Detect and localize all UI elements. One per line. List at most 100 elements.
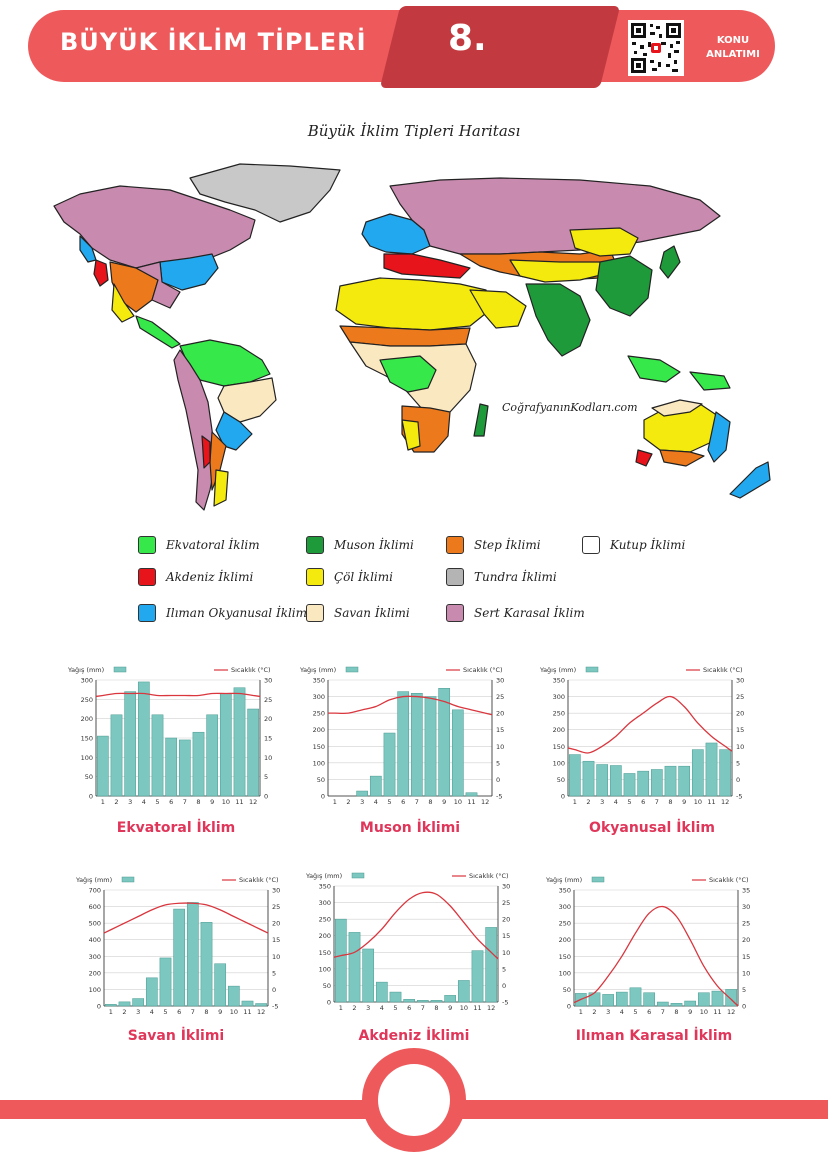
map-region-japan [659,245,681,279]
map-region-arabia-desert [469,289,527,329]
x-tick-label: 5 [393,1004,397,1012]
y2-tick-label: 20 [502,916,510,924]
bar-precip [362,948,375,1003]
legend-precip-swatch [121,876,135,883]
y-tick-label: 600 [89,903,101,911]
bar-precip [485,927,498,1003]
legend-item-col: Çöl İklimi [306,566,393,588]
x-tick-label: 1 [109,1008,113,1016]
x-tick-label: 7 [191,1008,195,1016]
map-region-na-west-oceanic [79,235,97,263]
y2-tick-label: 0 [736,776,740,784]
bar-precip [705,742,718,797]
y-tick-label: 50 [563,986,571,994]
legend-swatch [306,536,324,554]
chart-muson: Yağış (mm) Sıcaklık (°C)05010015020025030… [300,666,504,806]
map-region-south-asia-monsoon [525,283,591,357]
x-tick-label: 6 [169,798,173,806]
bar-precip [697,992,710,1007]
y-tick-label: 250 [319,916,331,924]
map-region-madagascar [473,403,489,437]
legend-item-kutup: Kutup İklimi [582,534,685,556]
y2-tick-label: -5 [736,793,742,801]
bar-precip [602,994,615,1007]
y2-tick-label: 25 [742,920,750,928]
map-region-europe-oceanic [361,213,431,255]
bar-precip [397,691,410,797]
map-region-east-asia-monsoon [595,255,653,317]
y2-tick-label: 10 [264,754,272,762]
header-banner [28,10,448,82]
konu-label: KONU ANLATIMI [698,34,768,62]
x-tick-label: 2 [114,798,118,806]
legend-label: Akdeniz İklimi [166,570,254,584]
bar-precip [104,1004,117,1007]
konu-line1: KONU [716,35,750,46]
x-tick-label: 7 [661,1008,665,1016]
header-number-panel [379,6,621,88]
x-tick-label: 10 [694,798,702,806]
chart-title-akdeniz: Akdeniz İklimi [358,1028,470,1044]
bar-precip [110,714,123,797]
y-tick-label: 150 [313,743,325,751]
bar-precip [643,992,656,1007]
bar-precip [165,737,178,797]
map-region-asia-desert [509,259,606,283]
y2-tick-label: 5 [742,986,746,994]
legend-precip-swatch [345,666,359,673]
temperature-line [95,692,261,698]
x-tick-label: 8 [668,798,672,806]
x-tick-label: 3 [366,1004,370,1012]
x-tick-label: 1 [339,1004,343,1012]
legend-precip-label: Yağış (mm) [68,666,104,674]
y2-tick-label: 15 [496,726,504,734]
x-tick-label: 11 [467,798,475,806]
x-tick-label: 9 [442,798,446,806]
legend-item-savan: Savan İklimi [306,602,410,624]
x-tick-label: 11 [235,798,243,806]
y2-tick-label: 30 [736,677,744,685]
bar-precip [424,696,437,797]
x-tick-label: 8 [674,1008,678,1016]
bar-precip [137,681,150,797]
x-tick-label: 3 [600,798,604,806]
y2-tick-label: 15 [264,735,272,743]
legend-label: Kutup İklimi [610,538,686,552]
x-tick-label: 3 [360,798,364,806]
world-climate-map [53,163,771,511]
y-tick-label: 100 [553,759,565,767]
y2-tick-label: 0 [264,793,268,801]
x-tick-label: 7 [421,1004,425,1012]
y2-tick-label: 0 [272,986,276,994]
y-tick-label: 200 [81,715,93,723]
x-tick-label: 11 [707,798,715,806]
y-tick-label: 200 [559,936,571,944]
x-tick-label: 8 [428,798,432,806]
map-region-sa-med [201,435,211,469]
map-region-new-zealand [729,461,771,499]
map-watermark: CoğrafyanınKodları.com [502,401,638,414]
y-tick-label: 300 [559,903,571,911]
y2-tick-label: 10 [736,743,744,751]
legend-item-muson: Muson İklimi [306,534,414,556]
bar-precip [145,977,158,1007]
y-tick-label: 300 [319,899,331,907]
bar-precip [465,792,478,797]
map-region-australia-med [635,449,653,467]
map-region-mongolia-desert [569,227,639,257]
bar-precip [719,749,732,797]
legend-precip-label: Yağış (mm) [300,666,336,674]
chart-savan: Yağış (mm) Sıcaklık (°C)01002003004005006… [76,876,280,1016]
y2-tick-label: 30 [496,677,504,685]
qr-code-icon[interactable] [628,20,684,76]
bar-precip [186,902,199,1007]
legend-precip-swatch [591,876,605,883]
legend-label: Tundra İklimi [474,570,557,584]
x-tick-label: 3 [128,798,132,806]
y-tick-label: 50 [323,982,331,990]
map-region-na-desert [111,283,135,323]
y-tick-label: 350 [319,883,331,891]
y2-tick-label: 30 [272,887,280,895]
legend-item-iliman-okyanusal: Ilıman Okyanusal İklim [138,602,307,624]
legend-label: Step İklimi [474,538,541,552]
